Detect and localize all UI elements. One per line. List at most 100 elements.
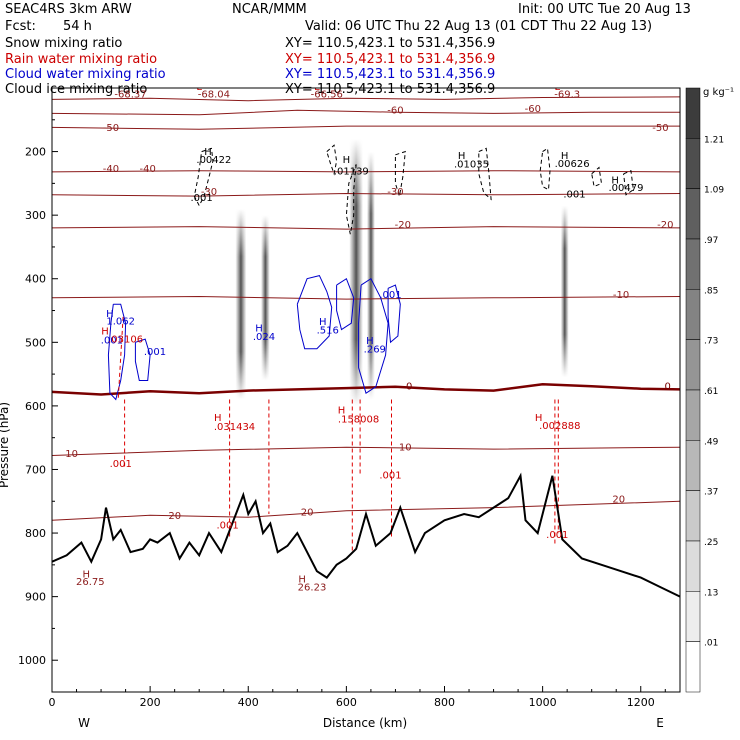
contour-label: H	[298, 575, 306, 586]
contour-labels: -68.37 -68.04 -66.56 -69.3 -60 -60 -50 -50 -40 -4…	[65, 82, 673, 593]
colorbar-label: .25	[704, 538, 718, 548]
colorbar-swatch	[685, 339, 701, 391]
contour-label: 20	[612, 495, 625, 506]
contour-label: 0	[665, 381, 671, 392]
y-tick-label: 900	[25, 591, 46, 604]
colorbar-label: .85	[704, 286, 718, 296]
contour-label: .001	[216, 521, 238, 532]
temperature-isotherms	[52, 96, 680, 521]
model-title: SEAC4RS 3km ARW	[5, 2, 132, 17]
colorbar-label: 1.21	[704, 135, 724, 145]
rain-contour	[117, 316, 124, 400]
x-tick-label: 200	[140, 696, 161, 709]
contour-label: -60	[387, 105, 403, 116]
plot-frame	[51, 87, 681, 693]
contour-label: H	[83, 570, 91, 581]
cloud-water-contour	[134, 338, 151, 381]
field-snow-name: Snow mixing ratio	[5, 36, 122, 51]
valid-time: Valid: 06 UTC Thu 22 Aug 13 (01 CDT Thu …	[305, 19, 652, 34]
contour-label: 26.23	[298, 582, 327, 593]
contour-label: .001	[110, 459, 132, 470]
colorbar-swatch	[685, 289, 701, 340]
contour-label: .00422	[196, 155, 231, 166]
contour-label: 20	[168, 511, 181, 522]
contour-label: H	[535, 413, 543, 424]
contour-label: .001	[379, 470, 401, 481]
cloud-water-contour	[107, 303, 127, 401]
contour-label: H	[319, 317, 327, 328]
cloud-water-contour	[387, 284, 401, 344]
colorbar-swatch	[685, 87, 701, 139]
contour-label: -66.56	[311, 90, 343, 101]
contour-label: H	[611, 175, 619, 186]
y-tick-label: 700	[25, 463, 46, 476]
y-tick-label: 800	[25, 527, 46, 540]
fcst-value: 54 h	[63, 19, 92, 34]
contour-label: -30	[201, 187, 217, 198]
org-title: NCAR/MMM	[232, 2, 307, 17]
x-tick-label: 600	[336, 696, 357, 709]
colorbar-swatch	[685, 389, 701, 441]
contour-label: .002888	[539, 421, 580, 432]
contour-label: -68.37	[114, 90, 146, 101]
terrain-line	[52, 472, 680, 598]
cloud-ice-contour	[394, 150, 406, 197]
contour-label: .00479	[609, 183, 644, 194]
x-tick-label: 1200	[627, 696, 655, 709]
cloud-ice-contour	[193, 147, 214, 207]
x-tick-label: 400	[238, 696, 259, 709]
contour-label: .001	[563, 189, 585, 200]
contour-label: .03106	[108, 334, 143, 345]
y-tick-label: 400	[25, 273, 46, 286]
colorbar-label: .01	[704, 639, 718, 649]
colorbar-swatch	[685, 540, 701, 592]
contour-label: -20	[395, 220, 411, 231]
east-label: E	[656, 716, 664, 730]
contour-label: L	[314, 82, 320, 93]
contour-label: .516	[317, 325, 339, 336]
cloud-ice-contour	[539, 147, 551, 191]
contour-label: .00626	[555, 159, 590, 170]
contour-label: H	[343, 155, 351, 166]
plot-area: -68.37 -68.04 -66.56 -69.3 -60 -60 -50 -50 -40 -4…	[52, 82, 680, 598]
terrain-surface	[52, 472, 680, 598]
x-tick-label: 1000	[529, 696, 557, 709]
y-tick-label: 1000	[18, 654, 46, 667]
y-tick-label: 600	[25, 400, 46, 413]
contour-label: 1.062	[106, 317, 135, 328]
axes: 0 200 400 600 800 1000 12002003004005006007008…	[18, 119, 666, 709]
cloud-ice-contours	[193, 144, 634, 235]
contour-label: .01139	[334, 167, 369, 178]
isotherm	[52, 96, 680, 102]
west-label: W	[78, 716, 90, 730]
contour-label: L	[555, 82, 561, 93]
contour-label: -30	[387, 187, 403, 198]
contour-label: -68.04	[198, 90, 230, 101]
cloud-water-contour	[358, 277, 389, 394]
isotherm	[52, 109, 680, 116]
rain-contours	[117, 316, 559, 553]
contour-label: -60	[525, 104, 541, 115]
field-cloudwater-name: Cloud water mixing ratio	[5, 67, 166, 82]
field-rain-xy: XY= 110.5,423.1 to 531.4,356.9	[285, 52, 495, 67]
init-time: Init: 00 UTC Tue 20 Aug 13	[518, 2, 691, 17]
contour-label: H	[561, 151, 569, 162]
contour-label: .158008	[338, 414, 379, 425]
contour-label: 10	[399, 442, 412, 453]
contour-label: L	[196, 82, 202, 93]
contour-label: H	[101, 327, 109, 338]
field-ice-name: Cloud ice mixing ratio	[5, 82, 147, 97]
colorbar-swatch	[685, 188, 701, 240]
colorbar: 1.21 1.09 .97 .85 .73 .61 .49 .37 .25 .13 .01	[685, 87, 724, 693]
contour-label: H	[338, 406, 346, 417]
contour-label: -20	[657, 220, 673, 231]
isotherm	[52, 295, 680, 300]
cloud-ice-contour	[478, 147, 492, 201]
contour-label: H	[204, 147, 212, 158]
contour-label: .01035	[454, 160, 489, 171]
colorbar-label: .49	[704, 437, 719, 447]
contour-label: 20	[301, 507, 314, 518]
contour-label: H	[214, 413, 222, 424]
snow-column	[235, 208, 247, 400]
